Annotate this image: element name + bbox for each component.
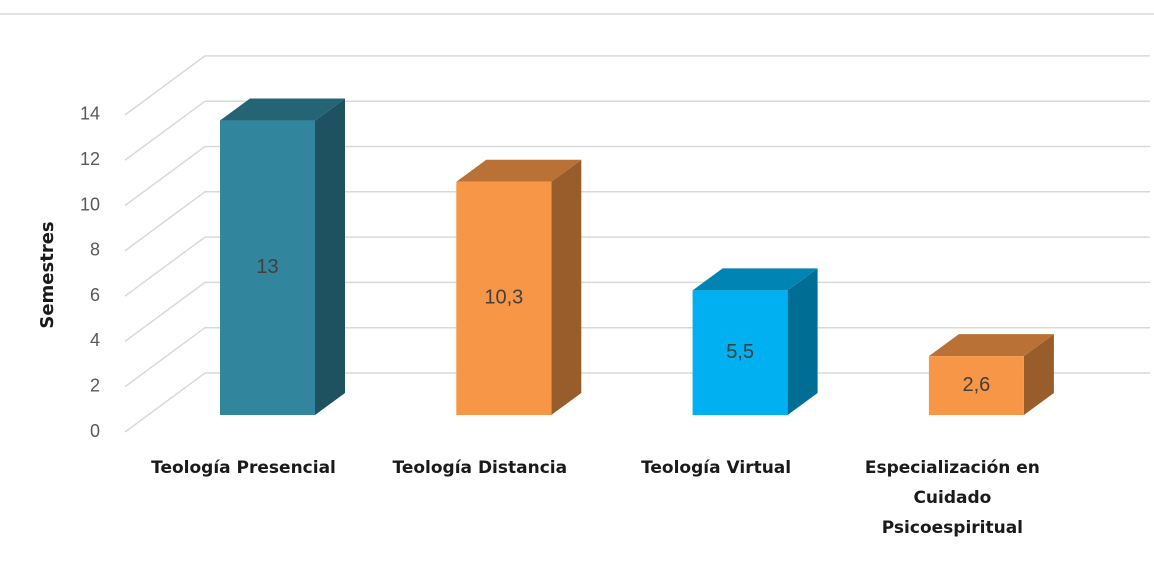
bar-side — [315, 98, 345, 416]
value-label: 2,6 — [962, 374, 990, 396]
grid-line — [124, 100, 1150, 161]
bar-side — [787, 268, 818, 415]
y-tick-label: 6 — [90, 285, 100, 305]
y-tick-label: 4 — [90, 330, 100, 350]
y-axis-label: Semestres — [37, 221, 58, 328]
value-label: 10,3 — [484, 287, 523, 309]
x-tick-label: Especialización en Cuidado Psicoespiritu… — [864, 458, 1040, 538]
bar-top — [692, 268, 818, 291]
grid-line — [124, 236, 1150, 297]
y-tick-label: 2 — [90, 375, 100, 395]
y-tick-label: 10 — [80, 194, 100, 214]
y-tick-label: 8 — [90, 240, 100, 260]
bar — [928, 356, 1024, 415]
y-tick-label: 12 — [80, 149, 100, 169]
y-tick-label: 0 — [90, 421, 100, 441]
grid-line — [124, 145, 1150, 207]
grid-line — [124, 281, 1150, 343]
bar — [692, 290, 788, 415]
bar-top — [220, 98, 345, 121]
bar-side — [1023, 334, 1054, 415]
x-tick-label: Teología Virtual — [641, 458, 792, 478]
bar — [220, 120, 315, 416]
grid-line — [124, 372, 1150, 433]
grid-line — [124, 191, 1150, 252]
bar-top — [928, 334, 1054, 357]
bar — [456, 181, 552, 415]
bar-top — [456, 159, 582, 182]
y-tick-label: 14 — [80, 104, 100, 124]
grid-line — [124, 55, 1150, 116]
bar-side — [551, 159, 582, 415]
x-tick-label: Teología Presencial — [151, 458, 336, 478]
value-label: 13 — [256, 256, 278, 278]
x-tick-label: Teología Distancia — [392, 458, 568, 478]
grid-line — [124, 326, 1150, 388]
value-label: 5,5 — [726, 341, 754, 363]
